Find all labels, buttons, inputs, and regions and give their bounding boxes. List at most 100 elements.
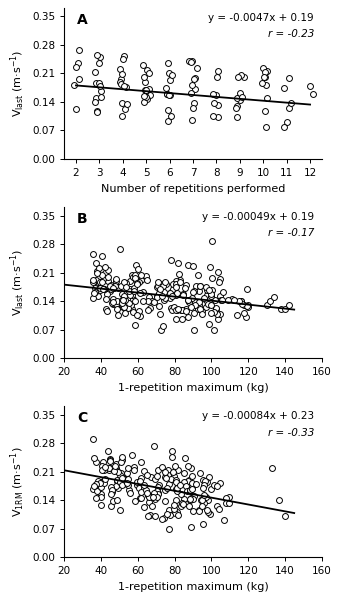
Point	[107, 456, 113, 466]
Point	[94, 106, 100, 116]
Point	[208, 509, 213, 519]
Point	[136, 483, 142, 493]
Point	[203, 302, 209, 312]
Point	[173, 305, 178, 314]
Point	[282, 304, 288, 314]
Point	[164, 83, 169, 92]
Point	[165, 470, 171, 480]
Point	[148, 510, 153, 520]
Point	[125, 463, 130, 472]
Point	[214, 304, 219, 313]
Point	[214, 91, 219, 100]
Point	[199, 299, 205, 308]
Point	[103, 304, 109, 313]
Point	[119, 281, 124, 291]
Point	[164, 279, 169, 289]
Point	[107, 454, 113, 463]
Point	[172, 508, 177, 518]
Point	[118, 79, 124, 88]
Point	[134, 477, 140, 487]
Point	[244, 301, 250, 310]
Point	[93, 94, 98, 103]
Point	[205, 299, 211, 308]
Point	[139, 487, 144, 497]
Point	[181, 477, 187, 487]
Point	[132, 296, 137, 306]
Point	[197, 506, 202, 516]
Point	[121, 473, 126, 483]
Point	[124, 475, 130, 484]
Point	[104, 290, 110, 299]
Point	[170, 474, 175, 484]
Point	[143, 485, 148, 495]
Point	[156, 288, 162, 298]
Point	[152, 494, 157, 504]
Point	[282, 83, 287, 93]
Point	[134, 280, 139, 289]
Point	[76, 46, 82, 55]
Point	[106, 463, 112, 472]
Point	[245, 302, 251, 312]
Point	[147, 68, 152, 77]
Point	[108, 284, 113, 294]
Point	[216, 100, 221, 110]
Point	[239, 299, 244, 309]
Point	[227, 498, 232, 508]
Point	[102, 268, 107, 278]
Point	[143, 92, 149, 101]
Point	[130, 304, 135, 313]
Point	[105, 265, 110, 275]
Point	[186, 481, 191, 490]
Point	[121, 277, 126, 287]
Point	[119, 70, 124, 79]
Point	[130, 307, 136, 316]
Point	[141, 97, 147, 106]
Point	[239, 92, 244, 102]
Point	[199, 501, 204, 511]
Point	[125, 304, 131, 313]
Point	[196, 297, 202, 307]
Point	[191, 325, 197, 335]
Point	[98, 92, 104, 102]
Point	[150, 492, 155, 502]
Point	[73, 62, 79, 71]
Point	[159, 291, 165, 301]
Point	[189, 80, 194, 89]
Point	[130, 271, 135, 280]
Point	[117, 478, 123, 487]
Point	[172, 471, 177, 481]
Point	[271, 292, 277, 302]
Point	[264, 300, 269, 310]
Point	[262, 67, 268, 77]
Point	[188, 523, 193, 532]
Point	[173, 276, 179, 286]
Point	[170, 279, 175, 289]
Point	[184, 306, 189, 316]
Point	[157, 301, 162, 311]
Point	[90, 275, 96, 285]
Point	[134, 310, 140, 320]
Point	[235, 72, 241, 82]
Point	[187, 496, 193, 505]
Point	[190, 262, 196, 271]
Point	[145, 470, 150, 480]
Point	[100, 461, 105, 471]
Point	[286, 300, 291, 310]
Point	[118, 468, 124, 478]
Point	[140, 296, 146, 306]
Point	[125, 480, 130, 490]
Point	[148, 304, 153, 313]
Point	[211, 480, 216, 490]
Y-axis label: V$_\mathrm{last}$ (m·s$^{-1}$): V$_\mathrm{last}$ (m·s$^{-1}$)	[8, 249, 27, 316]
Point	[212, 295, 218, 305]
Point	[125, 475, 131, 484]
Point	[94, 275, 99, 285]
Point	[115, 466, 120, 476]
Point	[108, 280, 114, 290]
Point	[134, 278, 139, 287]
Point	[156, 277, 161, 287]
Point	[211, 98, 217, 108]
Point	[185, 476, 190, 486]
Point	[104, 306, 109, 316]
Point	[178, 502, 184, 511]
